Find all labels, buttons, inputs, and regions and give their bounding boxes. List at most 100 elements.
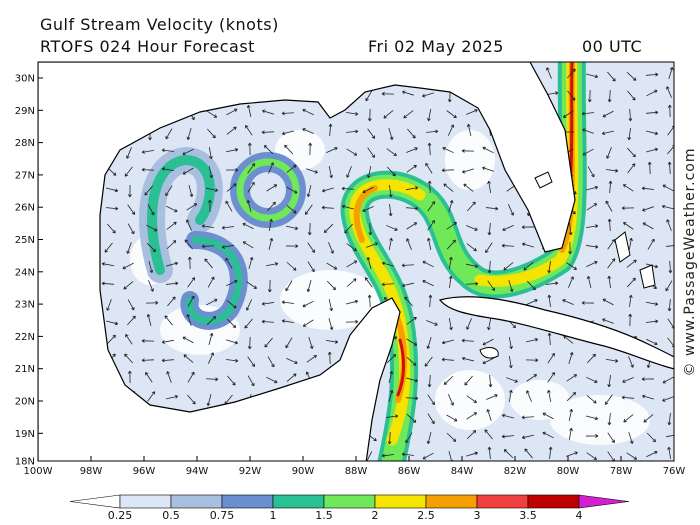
- arrow: [141, 338, 155, 343]
- arrow: [406, 338, 418, 346]
- arrow: [127, 370, 132, 384]
- arrow: [381, 91, 395, 96]
- colorbar-label: 2.5: [417, 509, 435, 522]
- arrow: [321, 205, 335, 210]
- arrow: [568, 352, 574, 364]
- colorbar-label: 4: [576, 509, 583, 522]
- arrow: [323, 223, 334, 233]
- arrow: [405, 186, 419, 191]
- arrow: [161, 167, 175, 172]
- arrow: [126, 242, 132, 254]
- arrow: [345, 319, 359, 324]
- arrow: [425, 129, 439, 134]
- arrow: [646, 147, 659, 153]
- arrow: [668, 260, 673, 274]
- colorbar-segment: [323, 494, 376, 509]
- arrow: [226, 279, 238, 287]
- arrow: [302, 128, 314, 134]
- arrow: [322, 187, 334, 193]
- arrow: [328, 166, 334, 179]
- arrow: [186, 128, 192, 140]
- arrow: [261, 130, 275, 135]
- arrow: [368, 222, 373, 236]
- arrow: [362, 205, 374, 213]
- arrow: [225, 257, 233, 269]
- arrow: [306, 354, 317, 363]
- arrow: [307, 222, 312, 236]
- arrow: [388, 128, 394, 140]
- arrow: [187, 256, 192, 270]
- arrow: [607, 275, 612, 289]
- lat-label: 30N: [15, 74, 35, 85]
- arrow: [487, 317, 492, 331]
- arrow: [526, 298, 538, 305]
- cuba: [438, 296, 674, 370]
- arrow: [586, 185, 599, 191]
- arrow: [221, 244, 235, 249]
- arrow: [626, 259, 637, 268]
- arrow: [527, 280, 536, 291]
- arrow: [166, 205, 178, 213]
- arrow: [304, 204, 313, 215]
- arrow: [522, 242, 534, 248]
- arrow: [166, 240, 177, 250]
- arrow: [381, 282, 395, 287]
- arrow: [225, 148, 239, 153]
- arrow: [207, 128, 216, 139]
- arrow: [403, 110, 414, 119]
- arrow: [225, 200, 233, 212]
- arrow: [422, 279, 434, 287]
- arrow: [402, 90, 414, 96]
- arrow: [443, 183, 454, 192]
- arrow: [667, 412, 672, 426]
- arrow: [646, 89, 658, 97]
- arrow: [242, 241, 254, 249]
- island: [479, 347, 499, 359]
- arrow: [308, 337, 314, 349]
- arrow: [547, 389, 552, 403]
- arrow: [628, 313, 633, 327]
- arrow: [626, 147, 636, 158]
- arrow: [187, 371, 195, 383]
- lon-label: 84W: [451, 466, 474, 477]
- arrow: [126, 147, 132, 159]
- arrow: [261, 301, 275, 306]
- arrow: [242, 222, 254, 230]
- arrow: [448, 317, 453, 331]
- arrow: [466, 451, 478, 457]
- arrow: [204, 258, 213, 269]
- arrow: [586, 376, 598, 384]
- axes: 30N 29N 28N 27N 26N 25N 24N 23N 22N 21N 20N 19N 18N1…: [15, 74, 686, 478]
- island: [534, 171, 553, 189]
- arrow: [385, 414, 399, 419]
- arrow: [623, 414, 634, 423]
- arrow: [124, 166, 133, 177]
- arrow: [642, 222, 654, 230]
- arrow: [587, 166, 595, 178]
- arrow: [485, 206, 499, 211]
- arrow: [666, 219, 672, 231]
- arrow: [267, 356, 275, 368]
- arrow: [262, 109, 274, 115]
- arrow: [365, 90, 373, 102]
- arrow: [227, 375, 236, 386]
- colorbar-segment: [170, 494, 223, 509]
- arrow: [161, 148, 175, 153]
- arrow: [568, 241, 572, 255]
- colorbar-segment: [119, 494, 172, 509]
- arrow: [567, 90, 576, 101]
- arrow: [461, 356, 474, 362]
- title: Gulf Stream Velocity (knots): [40, 15, 279, 34]
- lat-label: 24N: [15, 267, 35, 278]
- lon-label: 76W: [663, 466, 686, 477]
- arrow: [405, 396, 419, 401]
- arrow: [406, 238, 412, 250]
- arrow: [585, 244, 599, 249]
- arrow: [645, 301, 659, 306]
- arrow: [501, 243, 515, 248]
- arrow: [662, 396, 674, 402]
- arrow: [646, 130, 659, 136]
- arrow: [484, 429, 493, 440]
- arrow: [186, 203, 198, 211]
- arrow: [208, 332, 214, 345]
